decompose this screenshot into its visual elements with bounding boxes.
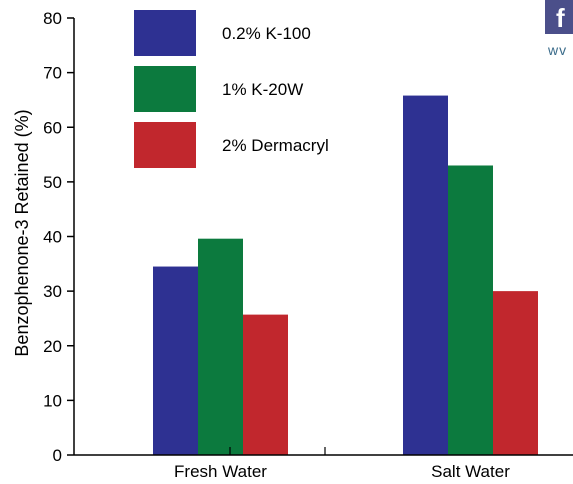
bar-salt-water-series-1 <box>403 96 448 455</box>
bars-group <box>153 96 538 455</box>
legend: 0.2% K-100 1% K-20W 2% Dermacryl <box>134 10 329 168</box>
y-tick-label: 20 <box>43 337 62 356</box>
y-tick-label: 70 <box>43 64 62 83</box>
y-tick-label: 50 <box>43 173 62 192</box>
y-tick-label: 40 <box>43 228 62 247</box>
legend-swatch <box>134 122 196 168</box>
y-tick-label: 60 <box>43 118 62 137</box>
x-category-label: Salt Water <box>431 462 510 481</box>
bar-fresh-water-series-2 <box>198 239 243 455</box>
bar-fresh-water-series-1 <box>153 267 198 455</box>
y-tick-label: 10 <box>43 391 62 410</box>
watermark-text: wv <box>547 42 567 58</box>
y-tick-label: 0 <box>53 446 62 465</box>
y-ticks: 0 10 20 30 40 50 60 70 80 <box>43 9 74 465</box>
bar-salt-water-series-2 <box>448 165 493 455</box>
legend-label: 0.2% K-100 <box>222 24 311 43</box>
watermark: f wv <box>545 0 573 58</box>
y-tick-label: 30 <box>43 282 62 301</box>
y-tick-label: 80 <box>43 9 62 28</box>
bar-fresh-water-series-3 <box>243 315 288 455</box>
legend-label: 2% Dermacryl <box>222 136 329 155</box>
legend-swatch <box>134 66 196 112</box>
watermark-logo-letter: f <box>556 3 565 33</box>
x-category-label: Fresh Water <box>174 462 267 481</box>
legend-swatch <box>134 10 196 56</box>
legend-label: 1% K-20W <box>222 80 303 99</box>
y-axis-title: Benzophenone-3 Retained (%) <box>12 109 32 356</box>
bar-salt-water-series-3 <box>493 291 538 455</box>
